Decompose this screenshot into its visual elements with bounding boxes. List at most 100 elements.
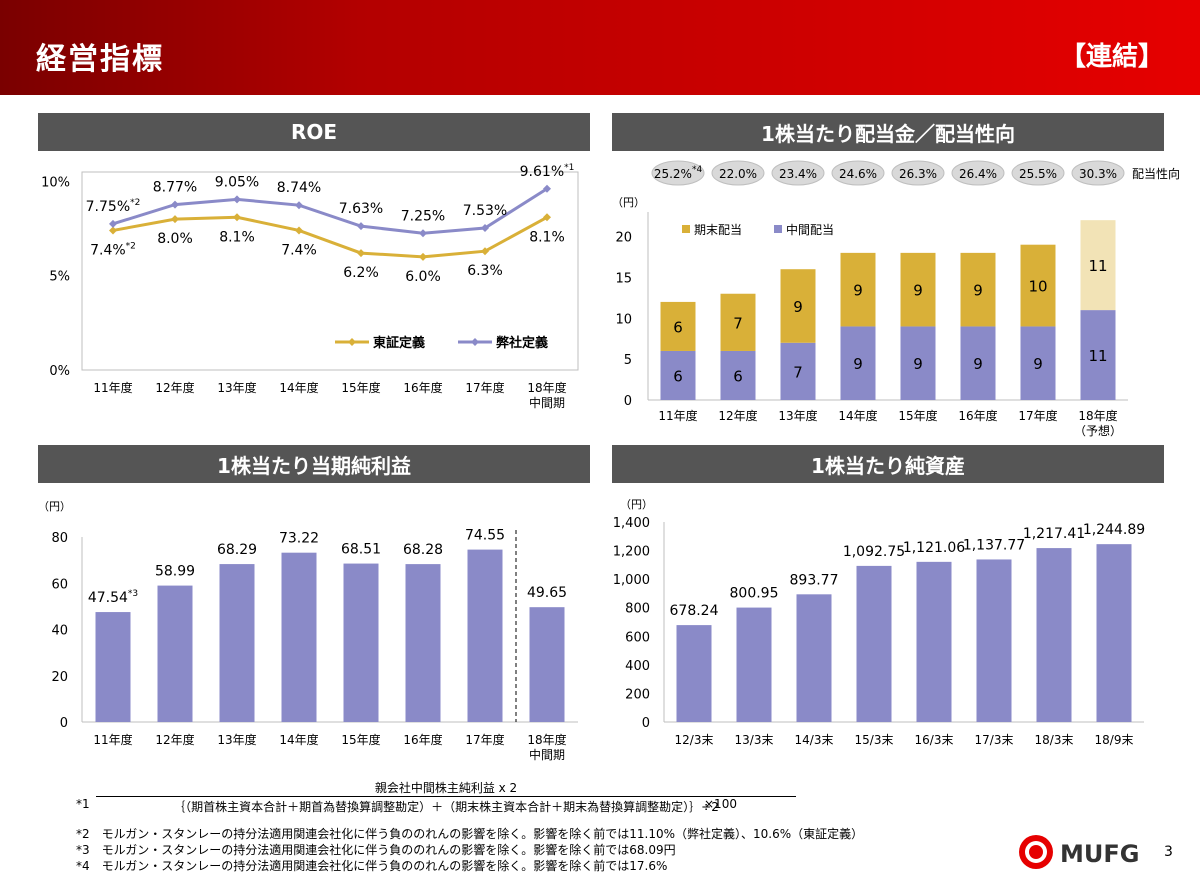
payout-ratio-label: 26.3% [899,167,937,181]
div-xtick: 14年度 [838,408,877,423]
payout-ratio-bubble [891,160,945,186]
bps-data-label: 1,092.75 [843,544,905,560]
bps-xtick: 14/3末 [795,733,834,747]
roe-data-label: 7.4% [281,242,317,258]
payout-ratio-label: 22.0% [719,167,757,181]
bps-ytick: 1,400 [613,516,650,531]
bps-ytick: 1,200 [613,545,650,560]
roe-line-heisha [112,187,548,235]
div-bar-interim [960,326,996,400]
div-final-label: 11 [1088,257,1107,275]
eps-bar [529,607,565,722]
payout-ratio-label: 25.2%*4 [654,165,703,181]
footnote-1-mark: *1 [76,797,90,811]
eps-xtick: 12年度 [155,732,194,747]
consolidated-tag: 【連結】 [1059,42,1164,72]
payout-ratio-bubble [951,160,1005,186]
roe-ytick: 5% [49,270,70,285]
div-interim-label: 9 [973,355,983,373]
roe-xtick: 中間期 [529,395,565,410]
eps-data-label: 49.65 [527,585,567,601]
eps-data-label: 68.28 [403,542,443,558]
roe-point [295,226,303,235]
div-xtick: 11年度 [658,408,697,423]
div-ytick: 20 [615,231,632,246]
payout-ratio-bubble [711,160,765,186]
roe-plot-area [81,171,579,371]
div-ytick: 5 [624,353,632,368]
eps-bar [219,564,255,722]
div-interim-label: 9 [1033,355,1043,373]
bps-xtick: 16/3末 [915,733,954,747]
bps-ytick: 200 [625,687,650,702]
div-xtick: 16年度 [958,408,997,423]
roe-ytick: 10% [41,175,70,190]
div-bar-interim [780,342,816,400]
eps-bar [343,563,379,722]
roe-data-label: 7.53% [463,203,507,219]
eps-ytick: 60 [51,577,68,592]
bps-data-label: 893.77 [790,572,839,588]
roe-data-label: 9.05% [215,174,259,190]
bps-ytick: 0 [642,716,650,731]
bps-bar [976,559,1012,722]
roe-point [481,224,489,233]
bps-ytick: 400 [625,659,650,674]
payout-ratio-bubble [651,160,705,186]
dividend-chart: 0 5 10 15 20 （円） 11年度 12年度 13年度 14年度 15年度 16年度 17年度 1… [612,160,1180,438]
eps-ytick: 20 [51,670,68,685]
div-final-label: 6 [673,318,683,336]
eps-ytick: 80 [51,531,68,546]
header-bar: 経営指標 【連結】 [0,0,1200,95]
div-bar-final [780,269,816,343]
roe-xtick: 11年度 [93,380,132,395]
eps-unit: （円） [38,500,71,513]
div-final-label: 9 [793,298,803,316]
div-interim-label: 11 [1088,347,1107,365]
roe-chart: 0% 5% 10% 11年度 12年度 13年度 14年度 15年度 16年度 17年度 18年度中… [41,163,579,410]
eps-xtick: 15年度 [341,732,380,747]
bps-bar [736,607,772,722]
eps-data-label: 73.22 [279,531,319,547]
roe-data-label: 7.63% [339,201,383,217]
roe-point [109,226,117,235]
div-interim-label: 9 [913,355,923,373]
eps-panel-title: 1株当たり当期純利益 [38,445,590,483]
roe-point [233,213,241,222]
div-xtick: 18年度 [1078,408,1117,423]
footnote-1-fraction: 親会社中間株主純利益 x 2 ｛（期首株主資本合計＋期首為替換算調整勘定）＋（期… [96,780,796,815]
page-title: 経営指標 [36,42,164,77]
roe-xtick: 14年度 [279,380,318,395]
payout-ratio-label: 23.4% [779,167,817,181]
roe-point [357,222,365,231]
roe-data-label: 8.1% [219,229,255,245]
eps-chart: 0 20 40 60 80 （円） 11年度 12年度 13年度 14年度 15年度 16年度 17年度… [38,500,578,762]
bps-bar [1096,544,1132,722]
mufg-logo-text: MUFG [1060,840,1139,868]
payout-ratio-bubble [771,160,825,186]
roe-point [543,213,551,222]
bps-xtick: 15/3末 [855,733,894,747]
roe-data-label: 6.2% [343,265,379,281]
roe-xtick: 17年度 [465,380,504,395]
roe-legend-marker [348,338,356,346]
roe-xtick: 15年度 [341,380,380,395]
roe-data-label: 6.0% [405,269,441,285]
div-legend-label: 期末配当 [694,223,742,237]
eps-bar [157,585,193,722]
eps-ytick: 0 [60,716,68,731]
div-bar-interim [720,350,756,400]
eps-data-label: 68.29 [217,542,257,558]
roe-point [357,249,365,258]
page-number: 3 [1164,844,1173,860]
div-bar-final [900,252,936,327]
eps-xtick: 中間期 [529,747,565,762]
roe-panel-title: ROE [38,113,590,151]
div-legend-swatch [682,225,690,233]
div-ytick: 10 [615,312,632,327]
roe-legend-label: 東証定義 [373,335,425,351]
bps-xtick: 18/9末 [1095,733,1134,747]
bps-panel-title: 1株当たり純資産 [612,445,1164,483]
div-interim-label: 7 [793,363,803,381]
div-legend-swatch [774,225,782,233]
